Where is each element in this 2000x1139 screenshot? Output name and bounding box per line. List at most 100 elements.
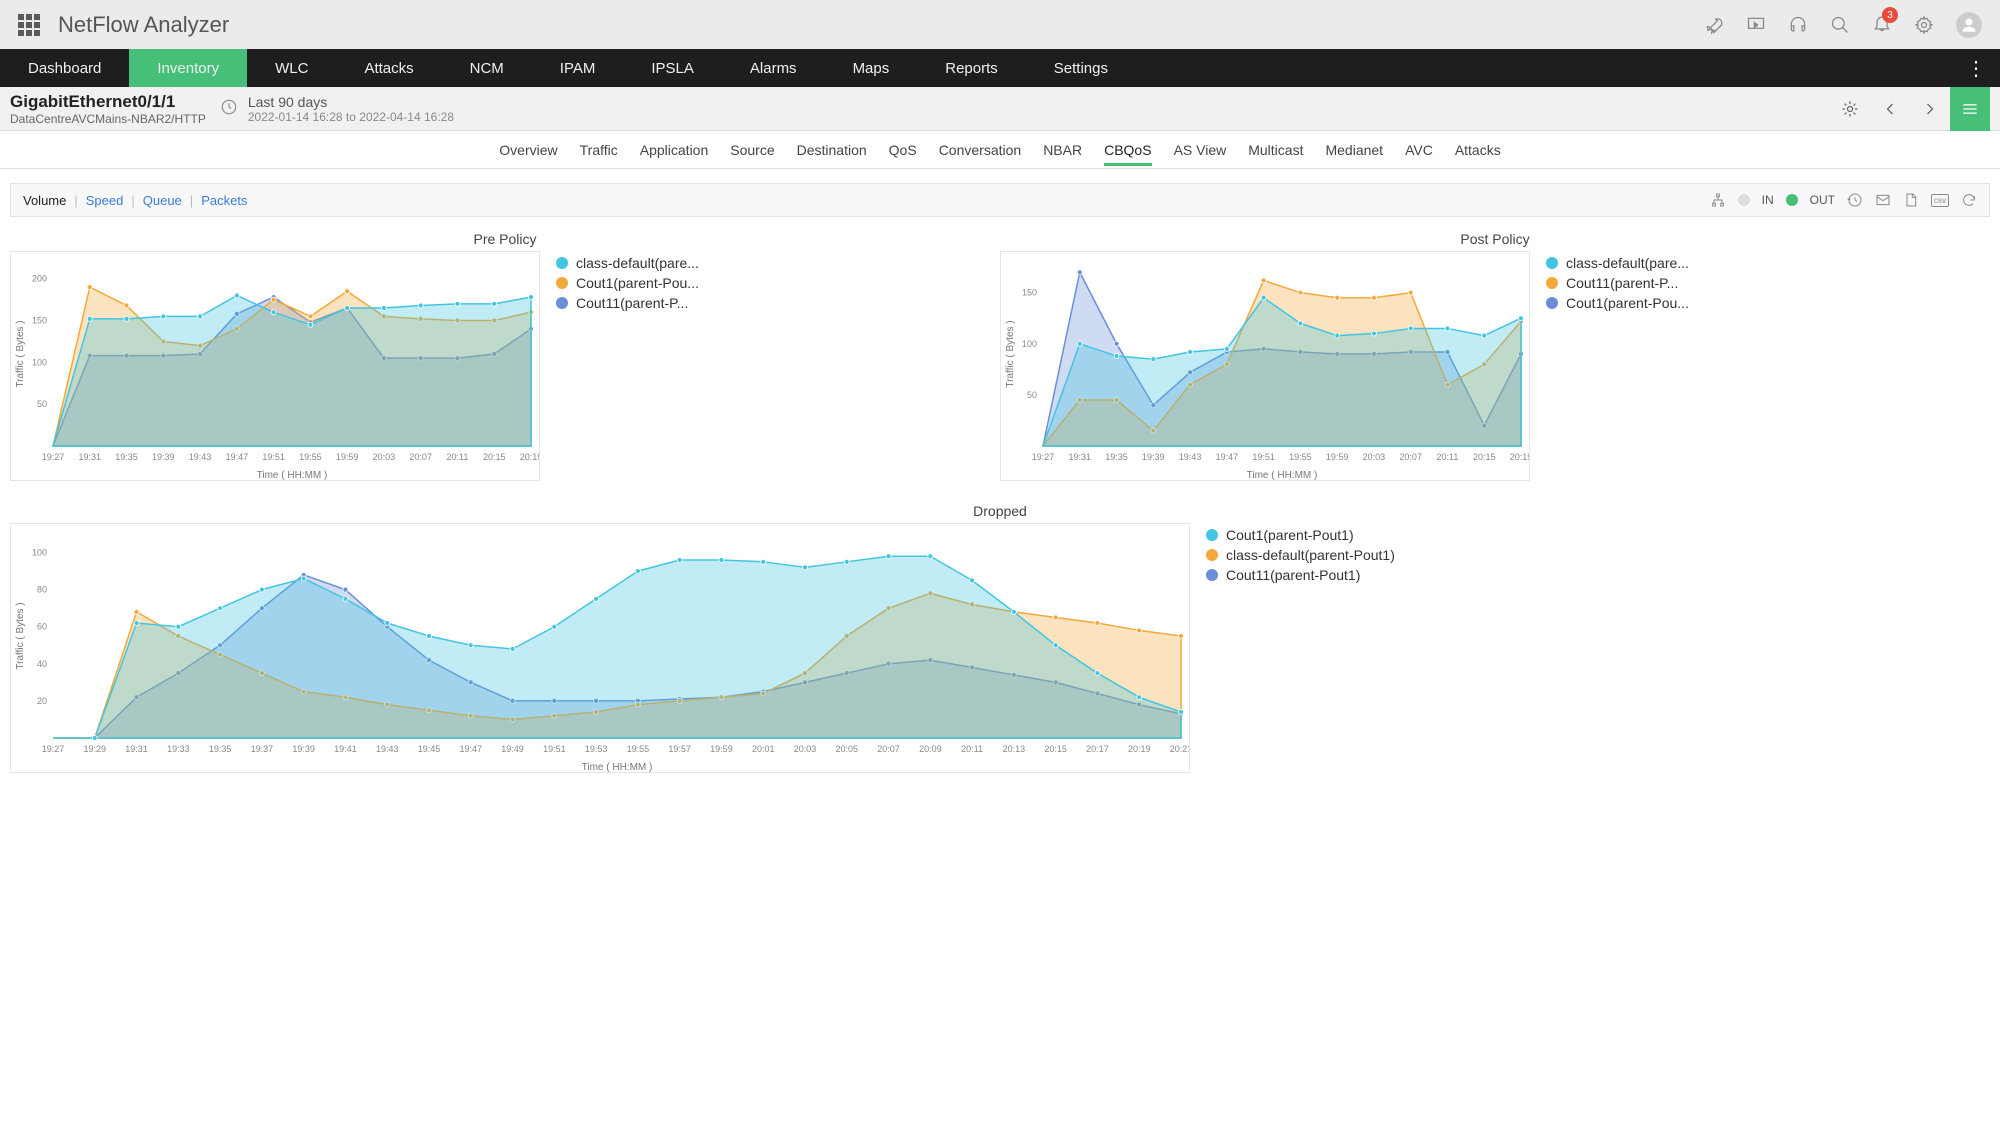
legend-label: class-default(parent-Pout1) [1226, 547, 1395, 563]
legend-label: Cout1(parent-Pout1) [1226, 527, 1354, 543]
svg-text:19:29: 19:29 [84, 744, 107, 754]
svg-text:19:43: 19:43 [1179, 452, 1202, 462]
svg-text:19:37: 19:37 [251, 744, 274, 754]
notifications-button[interactable]: 3 [1872, 13, 1892, 36]
sub-tab-attacks[interactable]: Attacks [1455, 134, 1501, 166]
main-nav-settings[interactable]: Settings [1026, 49, 1136, 87]
pdf-icon[interactable] [1903, 192, 1919, 208]
svg-text:100: 100 [32, 548, 47, 558]
filter-queue[interactable]: Queue [143, 193, 182, 208]
svg-text:19:27: 19:27 [1032, 452, 1055, 462]
legend-label: class-default(pare... [576, 255, 699, 271]
svg-text:19:59: 19:59 [710, 744, 733, 754]
presentation-icon[interactable] [1746, 15, 1766, 35]
sub-tab-avc[interactable]: AVC [1405, 134, 1433, 166]
gear-icon[interactable] [1914, 15, 1934, 35]
legend-item[interactable]: class-default(pare... [1546, 255, 1689, 271]
notification-badge: 3 [1882, 7, 1898, 23]
sub-tab-overview[interactable]: Overview [499, 134, 557, 166]
charts-row-1: Pre Policy 50100150200Traffic ( Bytes )1… [0, 217, 2000, 481]
main-nav-more[interactable]: ⋮ [1952, 49, 2000, 87]
user-avatar[interactable] [1956, 12, 1982, 38]
sub-tab-source[interactable]: Source [730, 134, 774, 166]
svg-text:Time ( HH:MM ): Time ( HH:MM ) [257, 470, 328, 481]
filter-volume[interactable]: Volume [23, 193, 66, 208]
svg-text:80: 80 [37, 585, 47, 595]
svg-text:20:07: 20:07 [1399, 452, 1422, 462]
svg-text:19:51: 19:51 [1252, 452, 1275, 462]
panel-menu-button[interactable] [1950, 87, 1990, 131]
chart-title: Pre Policy [10, 231, 1000, 247]
in-toggle-off[interactable] [1738, 194, 1750, 206]
filter-speed[interactable]: Speed [86, 193, 124, 208]
next-button[interactable] [1910, 87, 1950, 131]
legend-item[interactable]: Cout1(parent-Pout1) [1206, 527, 1395, 543]
main-nav-maps[interactable]: Maps [825, 49, 918, 87]
svg-text:20:11: 20:11 [447, 452, 469, 462]
alert-icon[interactable] [1830, 87, 1870, 131]
sub-tab-traffic[interactable]: Traffic [580, 134, 618, 166]
svg-text:19:39: 19:39 [152, 452, 175, 462]
svg-text:20:11: 20:11 [961, 744, 983, 754]
interface-subtitle: DataCentreAVCMains-NBAR2/HTTP [10, 112, 206, 126]
rocket-icon[interactable] [1704, 15, 1724, 35]
main-nav-ncm[interactable]: NCM [442, 49, 532, 87]
legend-item[interactable]: Cout1(parent-Pou... [1546, 295, 1689, 311]
headset-icon[interactable] [1788, 15, 1808, 35]
svg-text:19:59: 19:59 [336, 452, 359, 462]
csv-icon[interactable]: csv [1931, 194, 1949, 207]
refresh-icon[interactable] [1961, 192, 1977, 208]
legend-item[interactable]: class-default(parent-Pout1) [1206, 547, 1395, 563]
sub-tab-nbar[interactable]: NBAR [1043, 134, 1082, 166]
legend-item[interactable]: Cout11(parent-P... [1546, 275, 1689, 291]
svg-text:100: 100 [32, 357, 47, 367]
history-icon[interactable] [1847, 192, 1863, 208]
chart-plot: 20406080100Traffic ( Bytes )19:2719:2919… [10, 523, 1190, 773]
main-nav-ipam[interactable]: IPAM [532, 49, 624, 87]
sub-tab-conversation[interactable]: Conversation [939, 134, 1022, 166]
apps-icon[interactable] [18, 14, 40, 36]
svg-text:19:55: 19:55 [627, 744, 650, 754]
sub-tab-destination[interactable]: Destination [797, 134, 867, 166]
out-toggle-on[interactable] [1786, 194, 1798, 206]
svg-text:20:19: 20:19 [1128, 744, 1151, 754]
hierarchy-icon[interactable] [1710, 192, 1726, 208]
main-nav-reports[interactable]: Reports [917, 49, 1026, 87]
legend-item[interactable]: Cout11(parent-P... [556, 295, 699, 311]
sub-tab-qos[interactable]: QoS [889, 134, 917, 166]
sub-tab-application[interactable]: Application [640, 134, 709, 166]
svg-text:19:33: 19:33 [167, 744, 190, 754]
legend-label: Cout1(parent-Pou... [1566, 295, 1689, 311]
time-range-value: 2022-01-14 16:28 to 2022-04-14 16:28 [248, 110, 454, 124]
main-nav-ipsla[interactable]: IPSLA [623, 49, 722, 87]
main-nav-inventory[interactable]: Inventory [129, 49, 247, 87]
filter-packets[interactable]: Packets [201, 193, 247, 208]
sub-tab-cbqos[interactable]: CBQoS [1104, 134, 1151, 166]
search-icon[interactable] [1830, 15, 1850, 35]
legend-label: class-default(pare... [1566, 255, 1689, 271]
legend-label: Cout11(parent-P... [576, 295, 688, 311]
svg-text:20:11: 20:11 [1437, 452, 1459, 462]
time-range[interactable]: Last 90 days 2022-01-14 16:28 to 2022-04… [248, 94, 454, 124]
legend-item[interactable]: Cout11(parent-Pout1) [1206, 567, 1395, 583]
svg-text:19:27: 19:27 [42, 452, 65, 462]
sub-tab-medianet[interactable]: Medianet [1325, 134, 1383, 166]
svg-text:19:35: 19:35 [209, 744, 232, 754]
prev-button[interactable] [1870, 87, 1910, 131]
chart-pre-policy: Pre Policy 50100150200Traffic ( Bytes )1… [10, 223, 1000, 481]
legend-item[interactable]: class-default(pare... [556, 255, 699, 271]
context-bar: GigabitEthernet0/1/1 DataCentreAVCMains-… [0, 87, 2000, 131]
main-nav-wlc[interactable]: WLC [247, 49, 336, 87]
mail-icon[interactable] [1875, 192, 1891, 208]
main-nav-attacks[interactable]: Attacks [336, 49, 441, 87]
svg-text:19:31: 19:31 [79, 452, 102, 462]
sub-tabs: Overview Traffic Application Source Destinat… [0, 131, 2000, 169]
sub-tab-as-view[interactable]: AS View [1174, 134, 1227, 166]
legend-item[interactable]: Cout1(parent-Pou... [556, 275, 699, 291]
main-nav-dashboard[interactable]: Dashboard [0, 49, 129, 87]
svg-text:19:41: 19:41 [334, 744, 357, 754]
brand-title: NetFlow Analyzer [58, 12, 229, 38]
main-nav-alarms[interactable]: Alarms [722, 49, 825, 87]
sub-tab-multicast[interactable]: Multicast [1248, 134, 1303, 166]
legend-label: Cout11(parent-P... [1566, 275, 1678, 291]
